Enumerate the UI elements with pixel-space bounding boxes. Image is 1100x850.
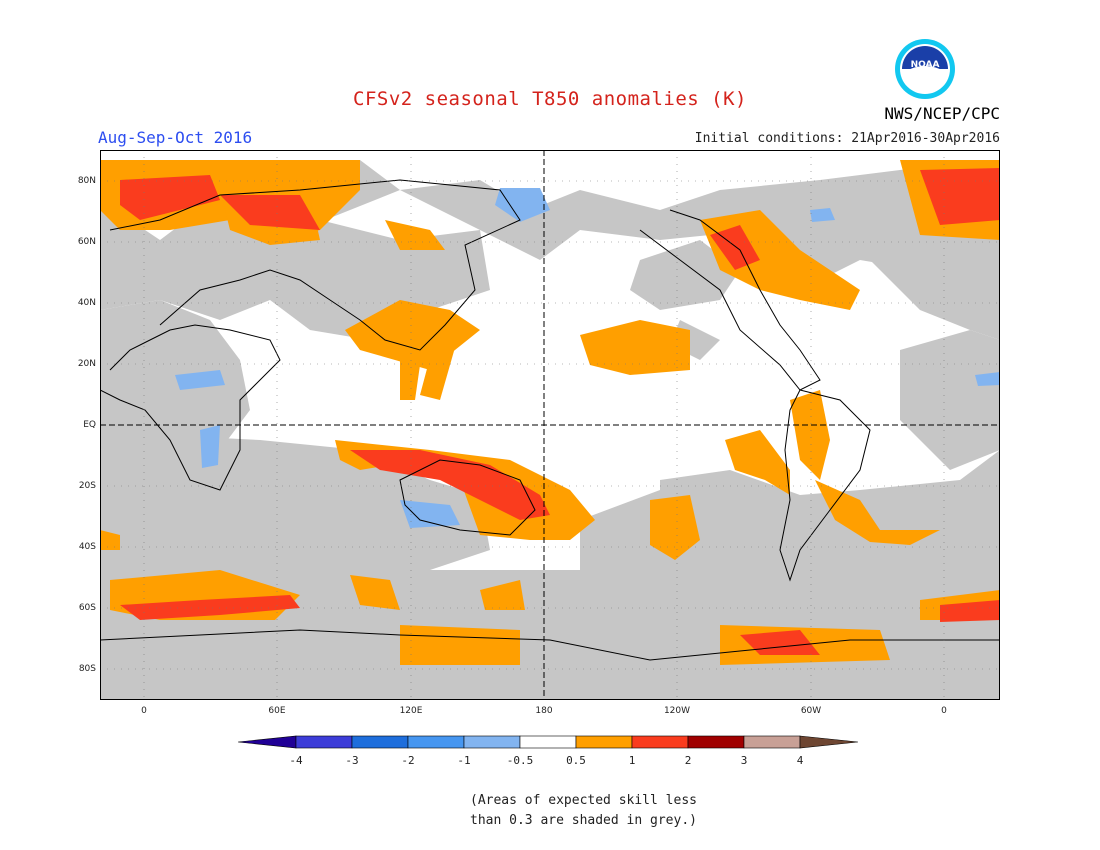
agency-label: NWS/NCEP/CPC <box>884 104 1000 123</box>
lat-label-60s: 60S <box>78 603 96 613</box>
lat-label-40s: 40S <box>78 542 96 552</box>
legend-label: 3 <box>740 754 748 767</box>
legend-swatch-1 <box>295 735 353 749</box>
legend-label: -0.5 <box>506 754 534 767</box>
anomaly-map <box>100 150 1000 700</box>
graticule <box>100 150 1000 700</box>
lat-label-80s: 80S <box>78 664 96 674</box>
lon-label-0: 0 <box>141 706 147 716</box>
lon-label-60e: 60E <box>268 706 286 716</box>
legend-label: -3 <box>345 754 359 767</box>
lat-label-80n: 80N <box>77 176 96 186</box>
legend-swatch-9 <box>743 735 801 749</box>
skill-note-line2: than 0.3 are shaded in grey.) <box>470 813 697 828</box>
legend-swatch-4 <box>463 735 521 749</box>
initial-conditions-label: Initial conditions: 21Apr2016-30Apr2016 <box>694 131 1000 146</box>
legend-label: 0.5 <box>566 754 586 767</box>
lon-label-120e: 120E <box>399 706 423 716</box>
lat-label-40n: 40N <box>77 298 96 308</box>
cool-anomaly-regions <box>175 188 1000 528</box>
legend-swatch-8 <box>687 735 745 749</box>
legend-swatch-7 <box>631 735 689 749</box>
map-title: CFSv2 seasonal T850 anomalies (K) <box>353 88 747 110</box>
coastlines <box>100 179 1000 661</box>
legend-swatch-3 <box>407 735 465 749</box>
lat-label-20s: 20S <box>78 481 96 491</box>
lat-label-eq: EQ <box>83 420 96 430</box>
lon-label-180: 180 <box>535 706 553 716</box>
legend-label: 4 <box>796 754 804 767</box>
lat-label-20n: 20N <box>77 359 96 369</box>
legend-swatch-6 <box>575 735 633 749</box>
legend-swatch-2 <box>351 735 409 749</box>
noaa-logo-text: NOAA <box>911 60 940 70</box>
legend-swatch-5 <box>519 735 577 749</box>
skill-note-line1: (Areas of expected skill less <box>470 793 697 808</box>
lat-label-60n: 60N <box>77 237 96 247</box>
lon-label-0-east: 0 <box>941 706 947 716</box>
legend-swatch-below-min <box>238 735 297 749</box>
noaa-logo: NOAA <box>895 39 955 99</box>
legend-label: -2 <box>401 754 415 767</box>
color-legend <box>238 735 859 749</box>
season-label: Aug-Sep-Oct 2016 <box>98 128 253 147</box>
legend-swatch-above-max <box>799 735 859 749</box>
legend-label: 2 <box>684 754 692 767</box>
legend-label: -1 <box>457 754 471 767</box>
strong-warm-anomaly-regions <box>120 168 1000 655</box>
legend-label: 1 <box>628 754 636 767</box>
lon-label-120w: 120W <box>663 706 691 716</box>
map-frame <box>100 150 1000 700</box>
skill-note: (Areas of expected skill less than 0.3 a… <box>470 791 697 831</box>
legend-label: -4 <box>289 754 303 767</box>
lon-label-60w: 60W <box>800 706 822 716</box>
